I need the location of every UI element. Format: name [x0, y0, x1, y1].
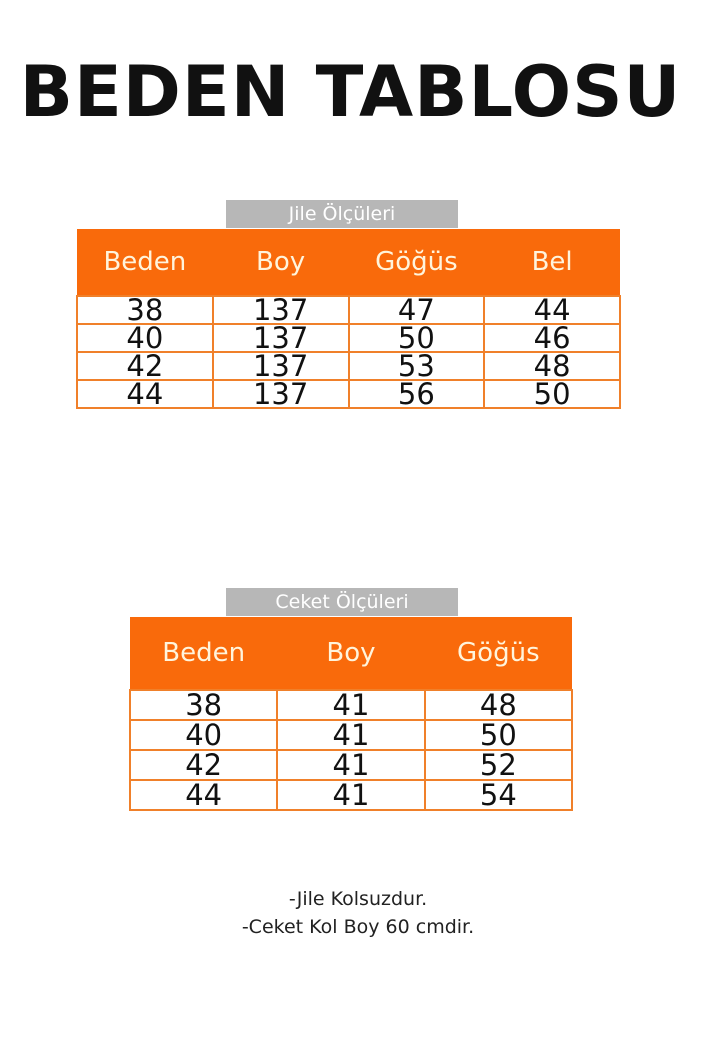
- table-cell: 50: [347, 323, 486, 353]
- table-cell: 44: [76, 379, 214, 409]
- table-cell: 56: [347, 379, 486, 409]
- note: -Jile Kolsuzdur.: [288, 888, 428, 910]
- jile-size-table: Beden Boy Göğüs Bel 38 137 47 44 40 137 50 46 42…: [76, 229, 621, 409]
- table-cell: 41: [276, 719, 426, 751]
- table-row: 44 137 56 50: [76, 379, 621, 409]
- table-cell: 54: [423, 779, 574, 811]
- table-row: 38 41 48: [128, 689, 574, 721]
- table-cell: 137: [211, 379, 350, 409]
- column-header: Göğüs: [348, 229, 485, 296]
- table-row: 40 137 50 46: [76, 323, 621, 353]
- table-cell: 137: [211, 323, 350, 353]
- note: -Ceket Kol Boy 60 cmdir.: [241, 916, 475, 938]
- column-header: Bel: [484, 229, 620, 296]
- table-cell: 137: [211, 295, 350, 325]
- table-cell: 52: [423, 749, 574, 781]
- table-cell: 42: [128, 749, 279, 781]
- table-cell: 44: [128, 779, 279, 811]
- table-cell: 50: [423, 719, 574, 751]
- table-cell: 46: [483, 323, 621, 353]
- table-cell: 48: [423, 689, 574, 721]
- table-cell: 48: [483, 351, 621, 381]
- column-header: Boy: [212, 229, 349, 296]
- page-title: BEDEN TABLOSU: [19, 51, 682, 133]
- table-cell: 50: [483, 379, 621, 409]
- notes: -Jile Kolsuzdur. -Ceket Kol Boy 60 cmdir…: [0, 885, 701, 941]
- table-row: 42 137 53 48: [76, 351, 621, 381]
- table-cell: 42: [76, 351, 214, 381]
- table-cell: 41: [276, 689, 426, 721]
- jile-table-label: Jile Ölçüleri: [226, 200, 458, 228]
- ceket-size-table: Beden Boy Göğüs 38 41 48 40 41 50 42 41 52 44 41 54: [128, 617, 574, 811]
- table-cell: 137: [211, 351, 350, 381]
- table-cell: 38: [76, 295, 214, 325]
- table-cell: 53: [347, 351, 486, 381]
- column-header: Beden: [130, 617, 278, 690]
- table-cell: 40: [128, 719, 279, 751]
- table-cell: 44: [483, 295, 621, 325]
- table-row: 44 41 54: [128, 779, 574, 811]
- table-cell: 47: [347, 295, 486, 325]
- table-cell: 41: [276, 749, 426, 781]
- table-cell: 40: [76, 323, 214, 353]
- column-header: Boy: [277, 617, 425, 690]
- column-header: Beden: [77, 229, 213, 296]
- table-row: 38 137 47 44: [76, 295, 621, 325]
- ceket-table-label: Ceket Ölçüleri: [226, 588, 458, 616]
- table-cell: 38: [128, 689, 279, 721]
- table-row: 42 41 52: [128, 749, 574, 781]
- table-cell: 41: [276, 779, 426, 811]
- column-header: Göğüs: [424, 617, 572, 690]
- table-row: 40 41 50: [128, 719, 574, 751]
